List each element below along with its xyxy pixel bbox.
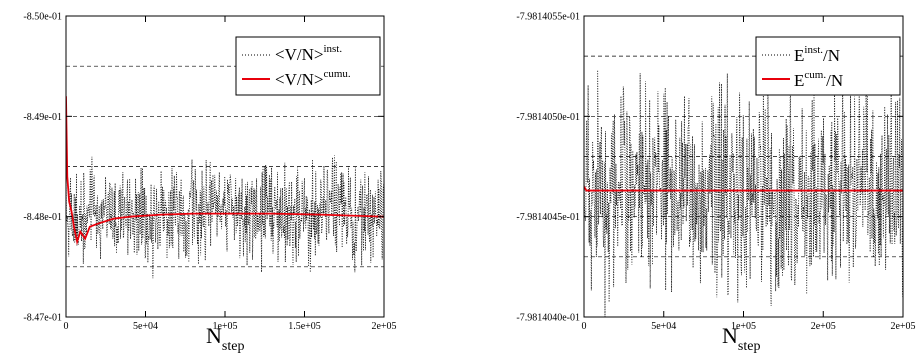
left-y-tick-label: -8.49e-01 [23,112,62,123]
left-x-tick-label: 2e+05 [371,321,396,332]
left-x-axis-label: Nstep [206,323,244,354]
left-chart: -8.50e-01 -8.49e-01 -8.48e-01 -8.47e-010 5e+… [23,12,396,355]
right-ticks [583,15,904,318]
left-ticks [65,15,385,318]
left-x-tick-label: 5e+04 [133,321,158,332]
left-x-tick-label: 0 [64,321,69,332]
right-legend-box [755,36,901,96]
right-x-axis-label: Nstep [722,323,760,354]
right-legend: Einst./N Ecum./N [755,36,901,96]
left-legend-label-inst: <V/N>inst. [275,43,342,64]
left-series-cumu [66,96,384,246]
left-y-tick-label: -8.48e-01 [23,212,62,223]
right-tick-labels: -7.9814055e-01 -7.9814050e-01 -7.9814045e-… [516,12,915,333]
right-y-tick-label: -7.9814040e-01 [516,313,580,324]
left-x-tick-label: 1e+05 [212,321,237,332]
left-legend-box [235,36,381,96]
right-legend-label-inst: Einst./N [794,44,840,65]
left-plot-area [66,96,384,279]
right-chart: -7.9814055e-01 -7.9814050e-01 -7.9814045e-… [516,12,915,355]
left-series-inst [66,155,384,279]
right-plot-area [584,64,903,317]
left-tick-labels: -8.50e-01 -8.49e-01 -8.48e-01 -8.47e-010 5e+… [23,12,396,333]
right-x-tick-label: 0 [582,321,587,332]
right-legend-label-cumu: Ecum./N [794,69,843,90]
left-x-tick-label: 1.5e+05 [288,321,321,332]
right-x-tick-label: 2e+05 [811,321,836,332]
right-y-tick-label: -7.9814055e-01 [516,12,580,23]
right-x-tick-label: 2e+05 [890,321,915,332]
right-series-cumu [584,186,903,192]
left-legend: <V/N>inst. <V/N>cumu. [235,36,381,96]
left-grid [66,65,384,268]
left-y-tick-label: -8.47e-01 [23,313,62,324]
right-y-tick-label: -7.9814045e-01 [516,212,580,223]
right-x-tick-label: 1e+05 [731,321,756,332]
right-x-tick-label: 5e+04 [651,321,676,332]
right-y-tick-label: -7.9814050e-01 [516,112,580,123]
left-y-tick-label: -8.50e-01 [23,12,62,23]
right-series-inst [584,64,903,317]
left-legend-label-cumu: <V/N>cumu. [275,68,351,89]
